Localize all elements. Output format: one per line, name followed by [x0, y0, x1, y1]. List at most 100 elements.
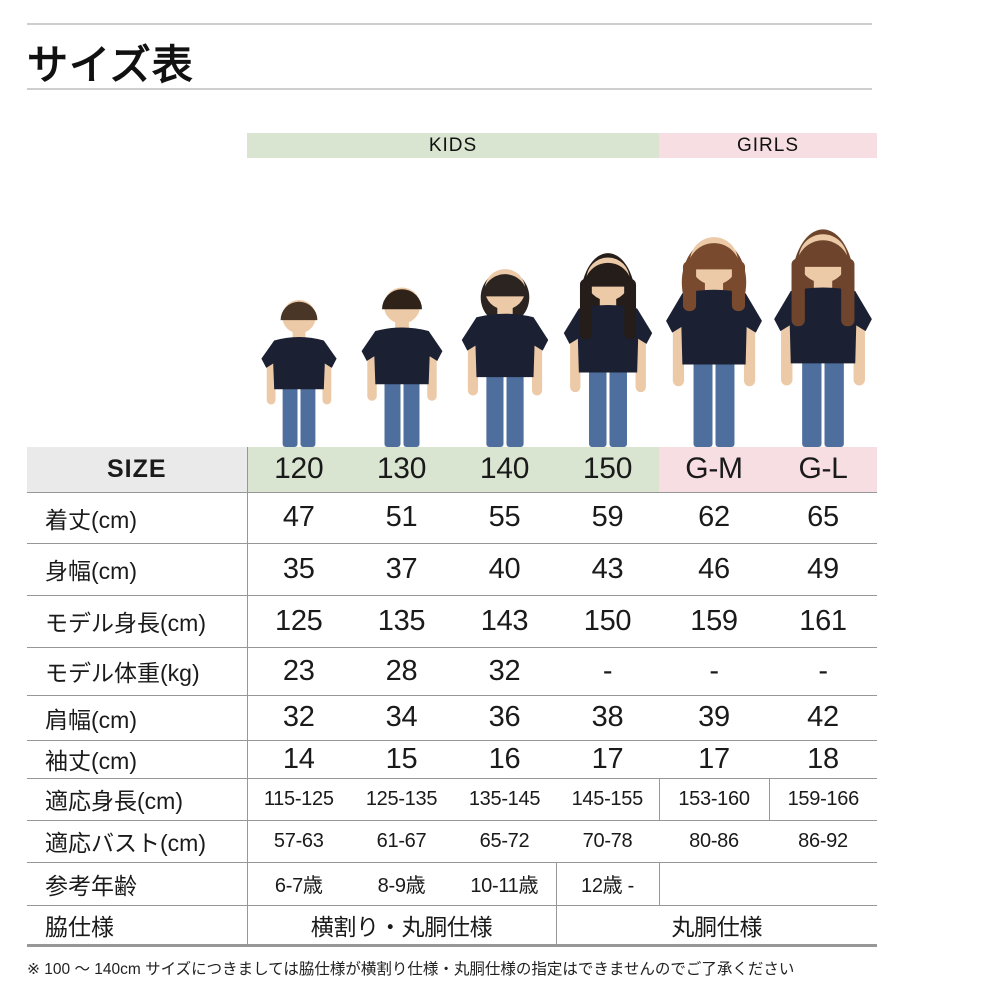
col-header-130: 130 [350, 447, 453, 492]
table-cell: 62 [659, 491, 769, 543]
row-label: モデル身長(cm) [27, 594, 248, 647]
table-cell: 42 [769, 694, 877, 740]
table-cell: 8-9歳 [350, 861, 453, 905]
footnote: ※ 100 ～ 140cm サイズにつきましては脇仕様が横割り仕様・丸胴仕様の指… [27, 961, 795, 978]
table-cell: 70-78 [556, 819, 659, 862]
table-cell: 34 [350, 694, 453, 740]
table-cell: 46 [659, 542, 769, 595]
row-label: 参考年齢 [27, 861, 248, 905]
col-header-150: 150 [556, 447, 659, 492]
kids-label: KIDS [428, 134, 478, 156]
table-cell: 17 [556, 739, 659, 778]
title-divider-top [27, 23, 872, 25]
table-cell: 23 [247, 646, 350, 695]
cell-empty [769, 861, 877, 905]
person-figure [666, 237, 762, 447]
model-photo-130 [359, 282, 445, 452]
row-label: 身幅(cm) [27, 542, 248, 595]
table-header-row: SIZE 120 130 140 150 G-M G-L [27, 447, 877, 492]
size-table: SIZE 120 130 140 150 G-M G-L 着丈(cm) 47 5… [27, 447, 877, 947]
table-cell: 150 [556, 594, 659, 647]
side-spec-girls-cell: 丸胴仕様 [555, 904, 877, 945]
table-cell: 115-125 [247, 777, 350, 820]
model-photo-G-L [771, 227, 875, 452]
table-cell: 80-86 [659, 819, 769, 862]
model-photo-G-M [663, 230, 765, 452]
size-header-cell: SIZE [27, 447, 248, 492]
table-row-reference-age: 参考年齢 6-7歳 8-9歳 10-11歳 12歳 - [27, 861, 877, 905]
table-cell: - [659, 646, 769, 695]
girls-category-band: GIRLS [659, 133, 877, 158]
row-label: 肩幅(cm) [27, 694, 248, 740]
cell-empty [659, 861, 769, 905]
row-label: 適応身長(cm) [27, 777, 248, 820]
table-cell: 16 [453, 739, 556, 778]
table-cell: 17 [659, 739, 769, 778]
table-cell: 47 [247, 491, 350, 543]
table-cell: 38 [556, 694, 659, 740]
table-cell: 49 [769, 542, 877, 595]
table-cell: 32 [453, 646, 556, 695]
table-cell: 135 [350, 594, 453, 647]
table-cell: 32 [247, 694, 350, 740]
table-row-body-length: 着丈(cm) 47 51 55 59 62 65 [27, 491, 877, 543]
table-cell: 57-63 [247, 819, 350, 862]
table-cell: 159 [659, 594, 769, 647]
kids-category-band: KIDS [247, 133, 659, 158]
table-cell: 14 [247, 739, 350, 778]
table-cell: 37 [350, 542, 453, 595]
table-row-sleeve-length: 袖丈(cm) 14 15 16 17 17 18 [27, 739, 877, 778]
person-figure [774, 229, 872, 447]
table-cell: 39 [659, 694, 769, 740]
row-label: モデル体重(kg) [27, 646, 248, 695]
table-cell: 65-72 [453, 819, 556, 862]
table-cell: 51 [350, 491, 453, 543]
table-row-side-spec: 脇仕様 横割り・丸胴仕様 丸胴仕様 [27, 904, 877, 945]
table-row-fit-bust: 適応バスト(cm) 57-63 61-67 65-72 70-78 80-86 … [27, 819, 877, 862]
table-cell: 40 [453, 542, 556, 595]
table-cell: 28 [350, 646, 453, 695]
table-cell: 36 [453, 694, 556, 740]
table-cell: 135-145 [453, 777, 556, 820]
row-label: 脇仕様 [27, 904, 248, 945]
girls-label: GIRLS [736, 134, 800, 156]
table-cell: 145-155 [556, 777, 659, 820]
table-cell: - [769, 646, 877, 695]
table-cell: 18 [769, 739, 877, 778]
person-figure [563, 253, 652, 447]
table-cell: 55 [453, 491, 556, 543]
page-title: サイズ表 [27, 42, 194, 88]
table-cell: 43 [556, 542, 659, 595]
table-cell: 61-67 [350, 819, 453, 862]
side-spec-kids-cell: 横割り・丸胴仕様 [247, 904, 556, 945]
row-label: 着丈(cm) [27, 491, 248, 543]
table-cell: 143 [453, 594, 556, 647]
person-figure [361, 287, 442, 447]
table-row-model-height: モデル身長(cm) 125 135 143 150 159 161 [27, 594, 877, 647]
table-cell: 159-166 [768, 777, 877, 820]
table-cell: 15 [350, 739, 453, 778]
table-cell: 65 [769, 491, 877, 543]
table-row-shoulder-width: 肩幅(cm) 32 34 36 38 39 42 [27, 694, 877, 740]
col-header-gl: G-L [769, 447, 877, 492]
table-cell: 6-7歳 [247, 861, 350, 905]
table-cell: 86-92 [769, 819, 877, 862]
table-cell: 125-135 [350, 777, 453, 820]
table-cell: 161 [769, 594, 877, 647]
table-cell: 125 [247, 594, 350, 647]
model-photo-140 [459, 263, 551, 452]
table-row-fit-height: 適応身長(cm) 115-125 125-135 135-145 145-155… [27, 777, 877, 820]
col-header-gm: G-M [659, 447, 769, 492]
table-cell: 10-11歳 [453, 861, 556, 905]
row-label: 適応バスト(cm) [27, 819, 248, 862]
table-row-body-width: 身幅(cm) 35 37 40 43 46 49 [27, 542, 877, 595]
table-cell: - [556, 646, 659, 695]
table-cell: 153-160 [658, 777, 769, 820]
model-photos-area [0, 0, 1000, 447]
table-cell: 59 [556, 491, 659, 543]
model-photo-150 [561, 251, 655, 452]
table-cell: 12歳 - [555, 861, 660, 905]
person-figure [260, 300, 337, 447]
person-figure [461, 269, 548, 447]
